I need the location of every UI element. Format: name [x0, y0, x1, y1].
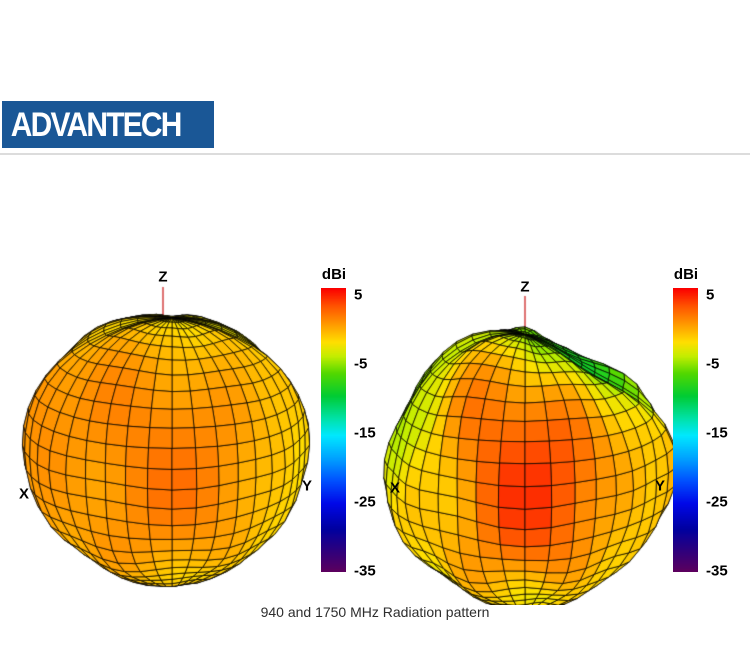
colorbar-gradient-1750-canvas: [673, 288, 698, 572]
plot-940mhz: Z X Y: [10, 265, 320, 605]
colorbar-tick-label: -5: [354, 355, 368, 373]
colorbar-940: dBi 5 -5 -15 -25 -35: [321, 265, 396, 600]
z-axis-label: Z: [158, 268, 168, 286]
colorbar-tick-label: -15: [706, 424, 728, 442]
z-axis-label: Z: [520, 278, 530, 296]
plot-1750mhz: Z X Y: [370, 265, 680, 605]
y-axis-label: Y: [301, 477, 313, 495]
colorbar-gradient-940-canvas: [321, 288, 346, 572]
radiation-mesh-940-canvas: [10, 265, 320, 605]
colorbar-title: dBi: [321, 266, 347, 283]
advantech-logo: ADVANTECH: [2, 101, 214, 148]
x-axis-label: X: [18, 485, 30, 503]
y-axis-label: Y: [654, 477, 666, 495]
colorbar-tick-label: -5: [706, 355, 720, 373]
radiation-figure: Z X Y dBi 5 -5 -15 -25 -35 Z X Y dBi 5 -5 -15 -…: [0, 160, 750, 620]
colorbar-title: dBi: [673, 266, 699, 283]
colorbar-tick-label: 5: [354, 286, 363, 304]
colorbar-tick-label: -35: [706, 562, 728, 580]
x-axis-label: X: [389, 479, 401, 497]
colorbar-tick-label: -25: [706, 493, 728, 511]
radiation-mesh-1750-canvas: [370, 265, 680, 605]
colorbar-tick-label: 5: [706, 286, 715, 304]
colorbar-tick-labels: 5 -5 -15 -25 -35: [673, 265, 748, 600]
header-divider: [0, 153, 750, 155]
colorbar-1750: dBi 5 -5 -15 -25 -35: [673, 265, 748, 600]
advantech-logo-text: ADVANTECH: [10, 105, 183, 144]
figure-caption: 940 and 1750 MHz Radiation pattern: [260, 604, 490, 620]
